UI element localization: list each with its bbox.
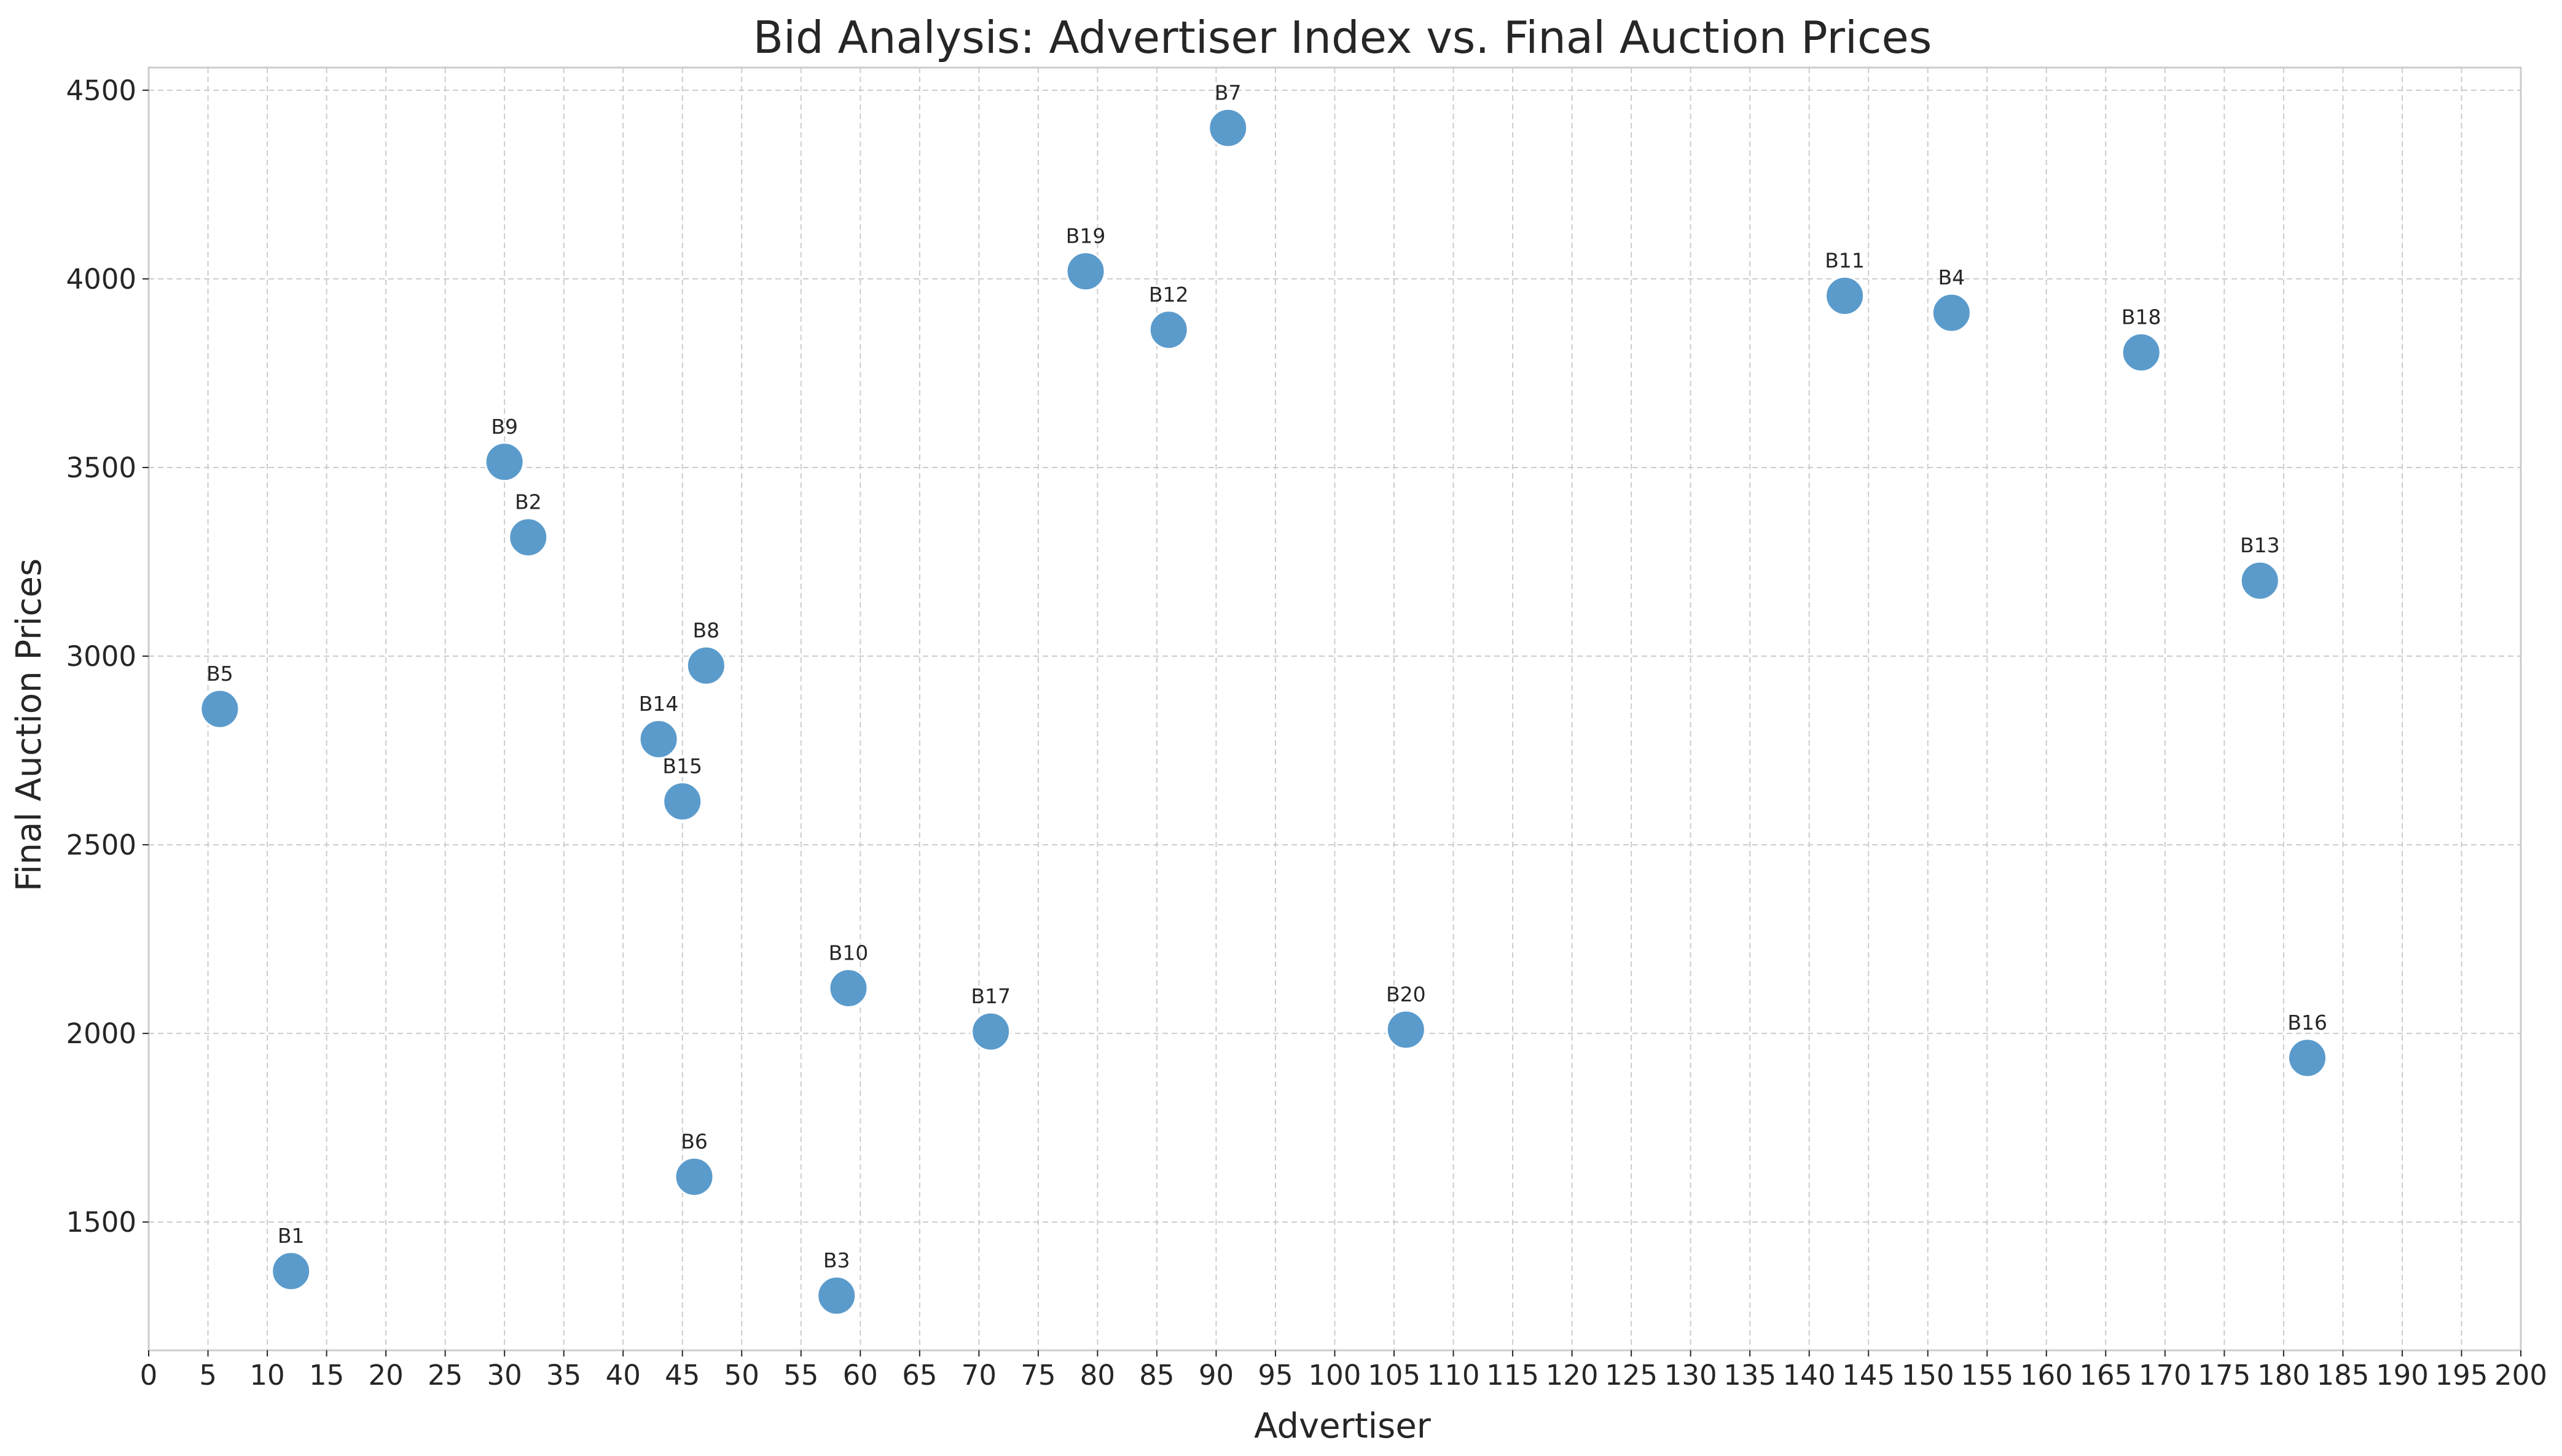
data-point-b1 [271, 1251, 311, 1291]
y-tick-label: 2500 [66, 829, 136, 861]
data-point-b7 [1208, 108, 1248, 148]
data-label-b9: B9 [491, 415, 518, 439]
data-label-b6: B6 [681, 1130, 708, 1154]
data-point-b8 [686, 645, 726, 686]
data-point-b12 [1148, 310, 1189, 350]
data-point-b2 [508, 517, 549, 558]
data-label-b11: B11 [1825, 249, 1865, 273]
data-label-b14: B14 [639, 692, 679, 716]
x-tick-label: 110 [1427, 1359, 1480, 1391]
data-point-b14 [638, 719, 679, 759]
x-tick-label: 165 [2079, 1359, 2132, 1391]
x-tick-label: 65 [902, 1359, 937, 1391]
y-tick-label: 4500 [66, 74, 136, 107]
data-label-b13: B13 [2240, 533, 2280, 557]
data-label-b4: B4 [1938, 265, 1965, 289]
x-axis-label: Advertiser [1254, 1406, 1432, 1446]
data-point-b20 [1385, 1009, 1426, 1050]
data-point-b6 [674, 1157, 715, 1197]
data-label-b15: B15 [662, 754, 702, 778]
x-tick-label: 135 [1723, 1359, 1776, 1391]
data-label-b20: B20 [1386, 982, 1426, 1006]
data-label-b18: B18 [2121, 305, 2161, 329]
data-label-b3: B3 [823, 1248, 850, 1272]
x-tick-label: 35 [546, 1359, 581, 1391]
data-point-b15 [662, 781, 703, 821]
point-layer: B1 B2 B3 B4 B5 B6 B7 B8 B9 B10 B11 B12 B13 B14 B15 B16 B… [200, 80, 2328, 1316]
x-tick-label: 180 [2257, 1359, 2310, 1391]
grid-layer [148, 68, 2521, 1350]
x-tick-label: 120 [1546, 1359, 1599, 1391]
x-tick-label: 80 [1080, 1359, 1115, 1391]
y-tick-label: 4000 [66, 263, 136, 296]
x-tick-label: 155 [1961, 1359, 2013, 1391]
data-point-b9 [484, 442, 525, 482]
x-tick-label: 140 [1783, 1359, 1836, 1391]
y-tick-label: 1500 [66, 1206, 136, 1239]
data-label-b5: B5 [206, 662, 233, 686]
x-tick-label: 105 [1368, 1359, 1420, 1391]
y-tick-label: 3500 [66, 452, 136, 484]
x-tick-label: 190 [2376, 1359, 2429, 1391]
x-tick-label: 70 [962, 1359, 997, 1391]
data-point-b17 [971, 1011, 1011, 1052]
x-tick-label: 115 [1486, 1359, 1539, 1391]
x-tick-label: 150 [1902, 1359, 1954, 1391]
data-label-b2: B2 [515, 490, 542, 514]
x-tick-label: 170 [2139, 1359, 2192, 1391]
data-label-b19: B19 [1066, 224, 1106, 248]
data-point-b18 [2121, 332, 2161, 373]
x-tick-label: 30 [487, 1359, 522, 1391]
x-tick-label: 10 [249, 1359, 284, 1391]
x-tick-label: 15 [309, 1359, 344, 1391]
x-tick-label: 85 [1139, 1359, 1174, 1391]
data-point-b4 [1931, 292, 1972, 333]
data-point-b11 [1825, 276, 1865, 316]
data-point-b13 [2239, 560, 2280, 601]
y-axis-label: Final Auction Prices [9, 558, 49, 891]
data-label-b12: B12 [1149, 283, 1189, 307]
x-tick-label: 40 [606, 1359, 641, 1391]
x-tick-label: 0 [140, 1359, 158, 1391]
x-tick-label: 5 [199, 1359, 217, 1391]
x-tick-label: 100 [1309, 1359, 1361, 1391]
x-tick-label: 175 [2198, 1359, 2251, 1391]
data-point-b10 [828, 968, 869, 1008]
data-point-b16 [2287, 1038, 2328, 1078]
data-label-b7: B7 [1215, 80, 1242, 104]
y-tick-label: 3000 [66, 640, 136, 673]
data-label-b17: B17 [971, 984, 1011, 1008]
x-tick-label: 50 [724, 1359, 759, 1391]
data-point-b19 [1065, 251, 1106, 292]
data-point-b5 [200, 689, 240, 729]
x-tick-label: 75 [1020, 1359, 1056, 1391]
x-tick-label: 55 [783, 1359, 818, 1391]
x-tick-label: 125 [1605, 1359, 1658, 1391]
y-tick-label: 2000 [66, 1017, 136, 1050]
x-tick-label: 200 [2494, 1359, 2547, 1391]
tick-layer: 0 5 10 15 20 25 30 35 40 45 50 55 60 65 70 75 80 85 90 95 10… [66, 74, 2547, 1391]
x-tick-label: 130 [1664, 1359, 1717, 1391]
data-label-b1: B1 [278, 1224, 305, 1248]
x-tick-label: 145 [1842, 1359, 1895, 1391]
x-tick-label: 95 [1258, 1359, 1293, 1391]
chart-title: Bid Analysis: Advertiser Index vs. Final… [753, 12, 1932, 63]
x-tick-label: 90 [1199, 1359, 1234, 1391]
x-tick-label: 20 [368, 1359, 403, 1391]
x-tick-label: 195 [2435, 1359, 2488, 1391]
x-tick-label: 45 [665, 1359, 700, 1391]
x-tick-label: 60 [843, 1359, 878, 1391]
data-label-b8: B8 [693, 618, 720, 642]
data-label-b16: B16 [2287, 1011, 2327, 1035]
x-tick-label: 25 [428, 1359, 463, 1391]
data-point-b3 [817, 1275, 857, 1316]
x-tick-label: 160 [2020, 1359, 2073, 1391]
x-tick-label: 185 [2316, 1359, 2369, 1391]
data-label-b10: B10 [829, 941, 869, 965]
